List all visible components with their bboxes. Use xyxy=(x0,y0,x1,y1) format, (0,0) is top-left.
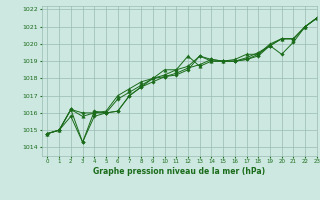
X-axis label: Graphe pression niveau de la mer (hPa): Graphe pression niveau de la mer (hPa) xyxy=(93,167,265,176)
